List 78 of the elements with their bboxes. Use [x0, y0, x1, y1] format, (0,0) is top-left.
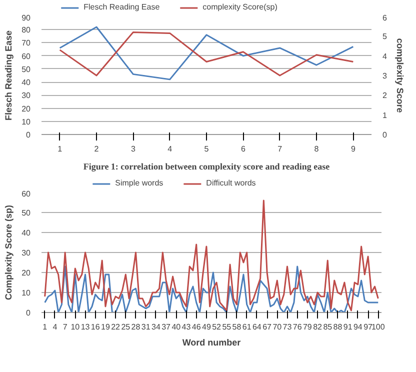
x-tick-label: 28 — [131, 322, 141, 332]
x-tick-label: 43 — [182, 322, 192, 332]
x-tick-label: 55 — [222, 322, 232, 332]
x-tick-label: 94 — [353, 322, 363, 332]
x-tick-label: 16 — [90, 322, 100, 332]
y2-tick-label: 1 — [382, 110, 388, 120]
x-tick-label: 6 — [240, 144, 246, 154]
y-tick-label: 30 — [22, 91, 32, 100]
y2-tick-label: 4 — [382, 52, 388, 61]
x-tick-label: 88 — [333, 322, 343, 332]
x-tick-label: 40 — [172, 322, 182, 332]
y-tick-label: 50 — [22, 208, 32, 218]
y-tick-label: 50 — [22, 64, 32, 74]
x-tick-label: 67 — [262, 322, 272, 332]
y-tick-label: 40 — [22, 228, 32, 238]
y2-axis-title: complexity Score — [394, 38, 405, 113]
x-tick-label: 31 — [141, 322, 151, 332]
y-tick-label: 0 — [26, 308, 32, 318]
y-axis-title: Flesch Reading Ease — [4, 30, 14, 121]
x-tick-label: 5 — [204, 144, 210, 154]
y-tick-label: 80 — [22, 26, 32, 35]
y-tick-label: 60 — [22, 190, 32, 198]
x-tick-label: 25 — [121, 322, 131, 332]
legend-label: Difficult words — [206, 178, 256, 188]
legend-label: Simple words — [115, 178, 164, 188]
y-tick-label: 20 — [22, 104, 32, 114]
y2-tick-label: 3 — [382, 72, 388, 80]
x-tick-label: 82 — [313, 322, 323, 332]
x-tick-label: 19 — [101, 322, 110, 332]
legend-label: Flesch Reading Ease — [84, 2, 160, 12]
x-tick-label: 100 — [371, 322, 386, 332]
x-tick-label: 97 — [364, 322, 374, 332]
x-tick-label: 64 — [252, 322, 262, 332]
x-tick-label: 85 — [323, 322, 333, 332]
x-tick-label: 61 — [242, 322, 252, 332]
y-axis-title: Complexity Score (sp) — [4, 204, 14, 300]
x-tick-label: 4 — [168, 144, 173, 154]
x-tick-label: 2 — [94, 144, 100, 154]
y-tick-label: 30 — [22, 248, 32, 258]
y-tick-label: 10 — [22, 117, 32, 126]
x-tick-label: 13 — [80, 322, 90, 332]
line-series — [44, 200, 379, 312]
x-tick-label: 7 — [278, 144, 283, 154]
y2-tick-label: 6 — [382, 14, 388, 22]
y-tick-label: 0 — [26, 130, 32, 140]
x-tick-label: 46 — [192, 322, 202, 332]
x-tick-label: 1 — [58, 144, 63, 154]
x-tick-label: 73 — [282, 322, 292, 332]
y-tick-label: 40 — [22, 78, 32, 88]
x-tick-label: 10 — [70, 322, 80, 332]
y-tick-label: 10 — [22, 288, 32, 298]
x-tick-label: 22 — [111, 322, 121, 332]
x-tick-label: 3 — [130, 144, 136, 154]
x-axis-title: Word number — [182, 338, 242, 348]
caption: Figure 1: correlation between complexity score and reading ease — [83, 162, 330, 172]
x-tick-label: 79 — [302, 322, 312, 332]
y2-tick-label: 0 — [382, 130, 388, 140]
y2-tick-label: 2 — [382, 91, 388, 100]
legend-label: complexity Score(sp) — [202, 2, 278, 12]
x-tick-label: 49 — [202, 322, 212, 332]
y-tick-label: 70 — [22, 38, 32, 48]
x-tick-label: 9 — [350, 144, 356, 154]
x-tick-label: 52 — [212, 322, 222, 332]
y-tick-label: 60 — [22, 52, 32, 61]
line-series — [44, 266, 379, 312]
x-tick-label: 70 — [272, 322, 282, 332]
x-tick-label: 34 — [152, 322, 161, 332]
x-tick-label: 91 — [343, 322, 353, 332]
y-tick-label: 20 — [22, 268, 32, 278]
y2-tick-label: 5 — [382, 32, 388, 42]
x-tick-label: 1 — [42, 322, 48, 332]
x-tick-label: 37 — [162, 322, 172, 332]
x-tick-label: 76 — [292, 322, 302, 332]
x-tick-label: 8 — [314, 144, 320, 154]
x-tick-label: 4 — [52, 322, 58, 332]
x-tick-label: 58 — [232, 322, 242, 332]
y-tick-label: 90 — [22, 14, 32, 22]
x-tick-label: 7 — [62, 322, 68, 332]
